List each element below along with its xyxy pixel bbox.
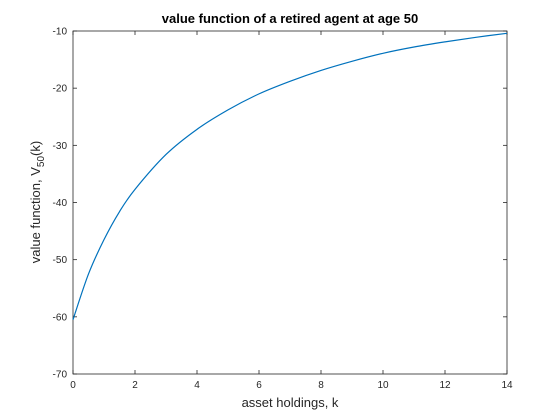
- y-tick-label: -60: [53, 312, 68, 323]
- y-axis-label-main: value function, V: [28, 167, 43, 263]
- x-tick-labels: 0 2 4 6 8 10 12 14: [70, 380, 513, 391]
- y-tick-labels: -70 -60 -50 -40 -30 -20 -10: [53, 27, 68, 381]
- x-tick-label: 14: [501, 380, 513, 391]
- y-axis-label: value function, V50(k): [28, 141, 47, 263]
- y-axis-label-suffix: (k): [28, 141, 43, 156]
- x-tick-label: 2: [132, 380, 138, 391]
- axis-ticks: [72, 30, 508, 375]
- y-tick-label: -30: [53, 141, 68, 152]
- x-tick-label: 6: [256, 380, 262, 391]
- y-tick-label: -10: [53, 27, 68, 38]
- x-tick-label: 12: [439, 380, 451, 391]
- x-tick-label: 8: [318, 380, 324, 391]
- plot-area: [72, 30, 508, 375]
- y-tick-label: -70: [53, 370, 68, 381]
- y-tick-label: -40: [53, 198, 68, 209]
- y-tick-label: -20: [53, 84, 68, 95]
- x-axis-label: asset holdings, k: [242, 395, 339, 410]
- x-tick-label: 0: [70, 380, 76, 391]
- x-tick-label: 4: [194, 380, 200, 391]
- y-tick-label: -50: [53, 255, 68, 266]
- chart-title: value function of a retired agent at age…: [162, 11, 418, 26]
- y-axis-label-subscript: 50: [36, 156, 47, 168]
- series-line: [72, 32, 508, 320]
- x-tick-label: 10: [377, 380, 389, 391]
